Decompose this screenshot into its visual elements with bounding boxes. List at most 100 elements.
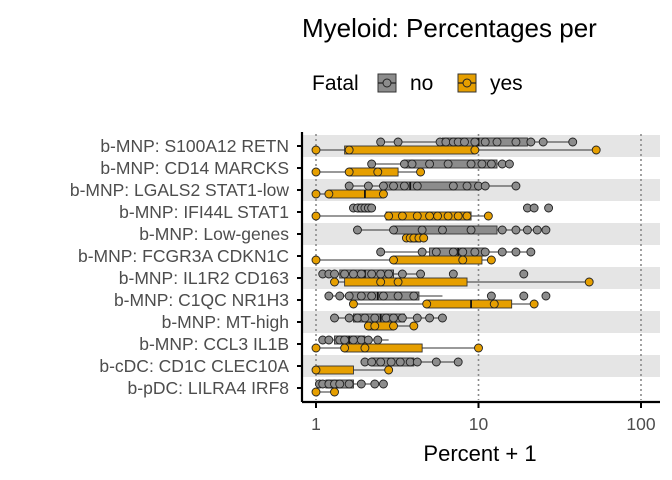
category-label: b-pDC: LILRA4 IRF8 (128, 378, 289, 398)
point-yes (489, 299, 499, 309)
point-yes (324, 189, 334, 199)
point-yes (591, 145, 601, 155)
point-no (462, 181, 472, 191)
point-no (367, 291, 377, 301)
point-yes (384, 365, 394, 375)
point-no (356, 291, 366, 301)
legend-label-no: no (410, 72, 433, 95)
point-no (466, 225, 476, 235)
point-no (324, 291, 334, 301)
point-no (356, 379, 366, 389)
category-label: b-MNP: CCL3 IL1B (139, 334, 289, 354)
x-tick-label: 1 (311, 414, 321, 434)
point-yes (360, 343, 370, 353)
point-no (511, 225, 521, 235)
point-no (416, 269, 426, 279)
category-label: b-cDC: CD1C CLEC10A (99, 356, 289, 376)
point-yes (458, 255, 468, 265)
point-yes (384, 211, 394, 221)
point-no (381, 313, 391, 323)
point-yes (311, 189, 321, 199)
point-no (378, 291, 388, 301)
point-no (376, 137, 386, 147)
point-no (407, 159, 417, 169)
point-no (511, 137, 521, 147)
point-yes (393, 277, 403, 287)
point-no (344, 291, 354, 301)
point-no (541, 291, 551, 301)
point-yes (433, 211, 443, 221)
box-iqr (328, 189, 384, 199)
point-no (367, 357, 377, 367)
point-no (348, 269, 358, 279)
point-no (363, 181, 373, 191)
x-tick-label: 10 (469, 414, 489, 434)
point-yes (409, 321, 419, 331)
point-yes (474, 343, 483, 353)
point-no (378, 379, 388, 389)
point-no (417, 247, 427, 257)
point-no (399, 181, 409, 191)
point-no (417, 225, 427, 235)
point-no (344, 379, 354, 389)
point-no (344, 181, 354, 191)
point-no (367, 203, 377, 213)
box-iqr (344, 277, 468, 287)
point-no (480, 247, 490, 257)
point-no (370, 313, 380, 323)
point-yes (311, 387, 321, 397)
point-yes (425, 211, 435, 221)
category-label: b-MNP: CD14 MARCKS (100, 158, 289, 178)
point-no (397, 269, 407, 279)
point-no (367, 159, 377, 169)
point-no (504, 159, 514, 169)
point-no (353, 313, 362, 323)
point-no (399, 159, 409, 169)
row-band (302, 355, 660, 377)
point-no (486, 159, 496, 169)
point-no (460, 137, 469, 147)
point-no (363, 335, 373, 345)
point-no (348, 335, 358, 345)
point-yes (344, 145, 354, 155)
point-yes (376, 277, 386, 287)
point-yes (470, 145, 480, 155)
box-yes-7 (353, 299, 535, 309)
tick-labels: 1 10 100 (311, 414, 656, 434)
point-no (412, 357, 422, 367)
data-points (311, 137, 601, 397)
point-no (353, 225, 362, 235)
box-iqr (315, 365, 354, 375)
point-yes (378, 189, 388, 199)
box-iqr (426, 299, 513, 309)
legend-key-yes: yes (457, 72, 523, 95)
point-no (376, 357, 386, 367)
point-yes (311, 145, 321, 155)
point-no (395, 357, 405, 367)
x-tick-label: 100 (626, 414, 655, 434)
point-yes (486, 255, 496, 265)
point-no (437, 313, 447, 323)
point-no (389, 181, 398, 191)
legend-label-yes: yes (490, 72, 523, 95)
point-yes (370, 321, 380, 331)
point-no (373, 335, 383, 345)
category-label: b-MNP: IFI44L STAT1 (119, 202, 289, 222)
legend-keys: no yes (377, 72, 523, 95)
point-no (526, 247, 536, 257)
gridlines (315, 134, 642, 400)
point-yes (453, 211, 463, 221)
point-no (376, 269, 386, 279)
point-no (378, 181, 388, 191)
category-label: b-MNP: IL1R2 CD163 (119, 268, 289, 288)
point-yes (389, 255, 398, 265)
box-yes-1 (316, 167, 423, 177)
point-no (492, 137, 502, 147)
point-yes (311, 167, 321, 177)
point-yes (311, 211, 321, 221)
category-label: b-MNP: S100A12 RETN (100, 136, 289, 156)
point-yes (443, 211, 453, 221)
x-axis-title: Percent + 1 (423, 441, 536, 466)
axes (297, 132, 660, 408)
